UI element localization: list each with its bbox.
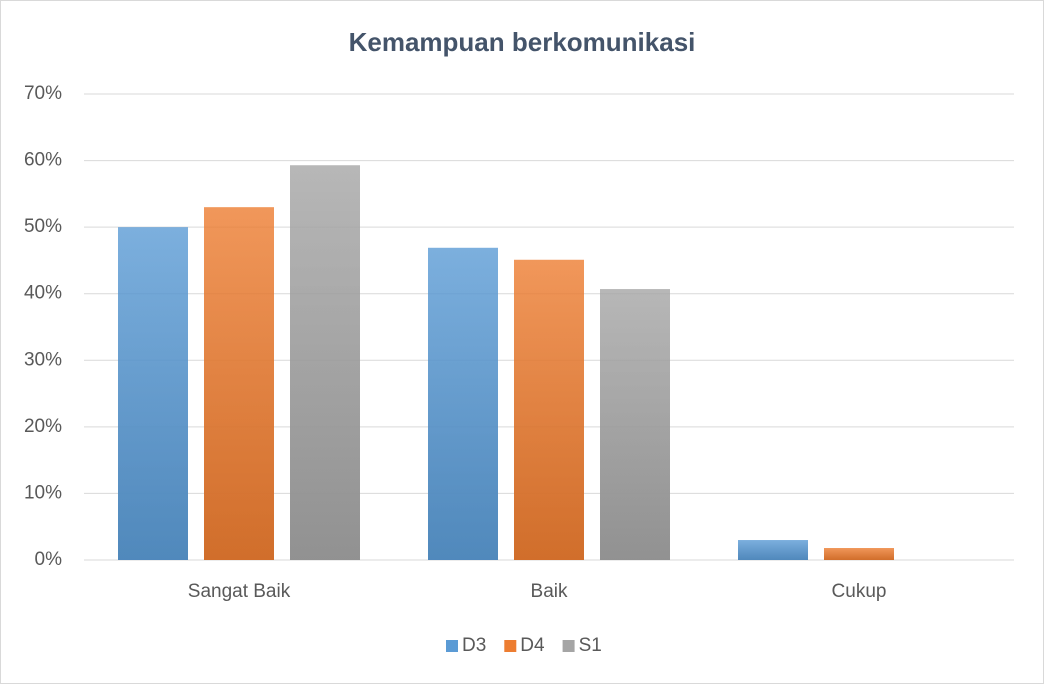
- chart-title: Kemampuan berkomunikasi: [349, 27, 696, 57]
- y-tick-label: 10%: [24, 482, 62, 503]
- bar: [514, 259, 584, 560]
- y-tick-label: 30%: [24, 349, 62, 370]
- x-tick-label: Sangat Baik: [188, 581, 291, 602]
- bar: [824, 548, 894, 560]
- bar: [118, 227, 188, 560]
- y-tick-label: 70%: [24, 83, 62, 104]
- bar: [428, 247, 498, 560]
- legend-label: D3: [462, 635, 486, 656]
- y-tick-label: 20%: [24, 416, 62, 437]
- x-tick-label: Baik: [531, 581, 568, 602]
- legend-label: D4: [520, 635, 545, 656]
- legend-swatch: [504, 640, 517, 652]
- x-tick-label: Cukup: [832, 581, 887, 602]
- y-tick-label: 0%: [35, 549, 63, 570]
- bar: [738, 540, 808, 560]
- legend-swatch: [562, 640, 575, 652]
- legend-label: S1: [579, 635, 602, 656]
- y-tick-label: 60%: [24, 150, 62, 171]
- bar: [290, 165, 360, 560]
- y-tick-label: 40%: [24, 283, 62, 304]
- bar: [204, 207, 274, 560]
- legend-swatch: [446, 640, 458, 652]
- bar: [600, 289, 670, 560]
- y-tick-label: 50%: [24, 216, 62, 237]
